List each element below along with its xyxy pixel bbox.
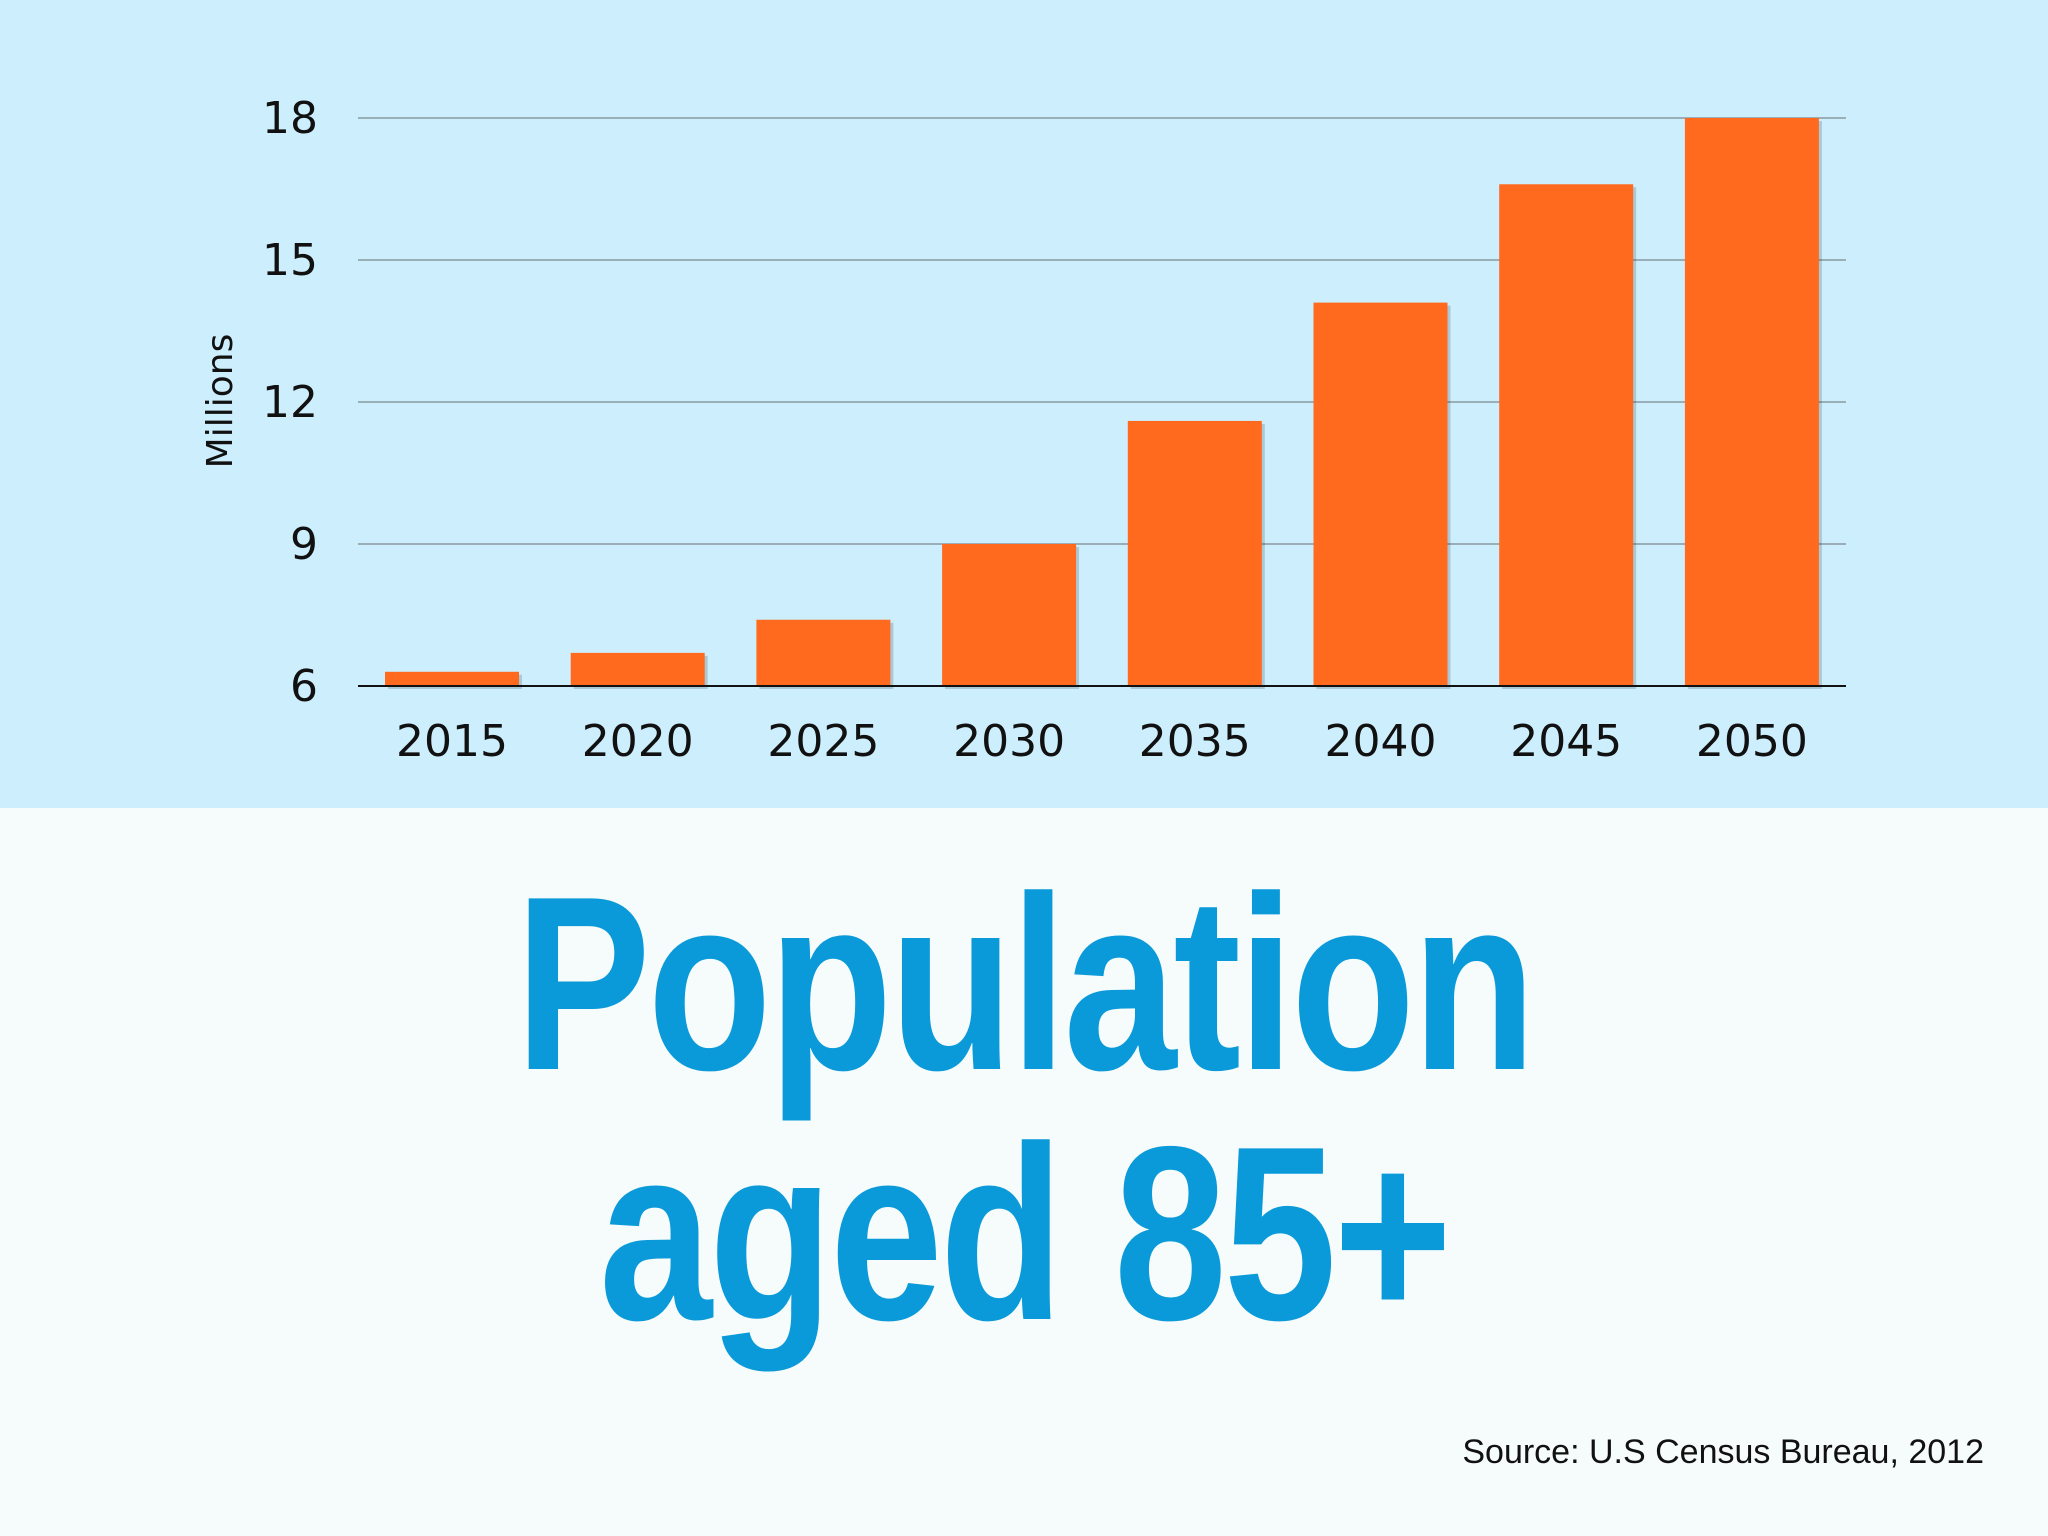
chart-panel: 6 9 12 15 18 2015 2020 2025 2030 2035 2040 2045 205… — [0, 0, 2048, 808]
bar-2035 — [1127, 420, 1262, 686]
x-tick-label-2020: 2020 — [582, 716, 694, 767]
headline-line-2: aged 85+ — [599, 1094, 1452, 1372]
headline-line-1: Population — [515, 844, 1536, 1122]
y-tick-label-12: 12 — [262, 377, 318, 428]
y-axis-title: Millions — [200, 334, 241, 469]
headline: Population aged 85+ — [184, 858, 1863, 1358]
x-tick-label-2050: 2050 — [1696, 716, 1808, 767]
y-tick-labels: 6 9 12 15 18 — [262, 93, 318, 712]
bar-2020 — [570, 652, 705, 686]
y-tick-label-9: 9 — [290, 519, 318, 570]
y-tick-label-6: 6 — [290, 661, 318, 712]
bar-2025 — [756, 619, 891, 686]
x-tick-labels: 2015 2020 2025 2030 2035 2040 2045 2050 — [396, 716, 1808, 767]
bar-chart: 6 9 12 15 18 2015 2020 2025 2030 2035 2040 2045 205… — [200, 93, 1846, 767]
bar-2030 — [942, 544, 1077, 686]
bar-2050 — [1684, 118, 1819, 686]
x-tick-label-2045: 2045 — [1510, 716, 1622, 767]
bar-2045 — [1499, 184, 1634, 686]
bars — [385, 118, 1822, 689]
bar-2040 — [1313, 302, 1448, 686]
x-tick-label-2035: 2035 — [1139, 716, 1251, 767]
y-tick-label-18: 18 — [262, 93, 318, 144]
x-tick-label-2040: 2040 — [1325, 716, 1437, 767]
x-tick-label-2025: 2025 — [767, 716, 879, 767]
bottom-panel — [0, 808, 2048, 1536]
x-tick-label-2030: 2030 — [953, 716, 1065, 767]
y-tick-label-15: 15 — [262, 235, 318, 286]
bar-2015 — [385, 671, 519, 686]
source-note: Source: U.S Census Bureau, 2012 — [1462, 1433, 1984, 1471]
x-tick-label-2015: 2015 — [396, 716, 508, 767]
